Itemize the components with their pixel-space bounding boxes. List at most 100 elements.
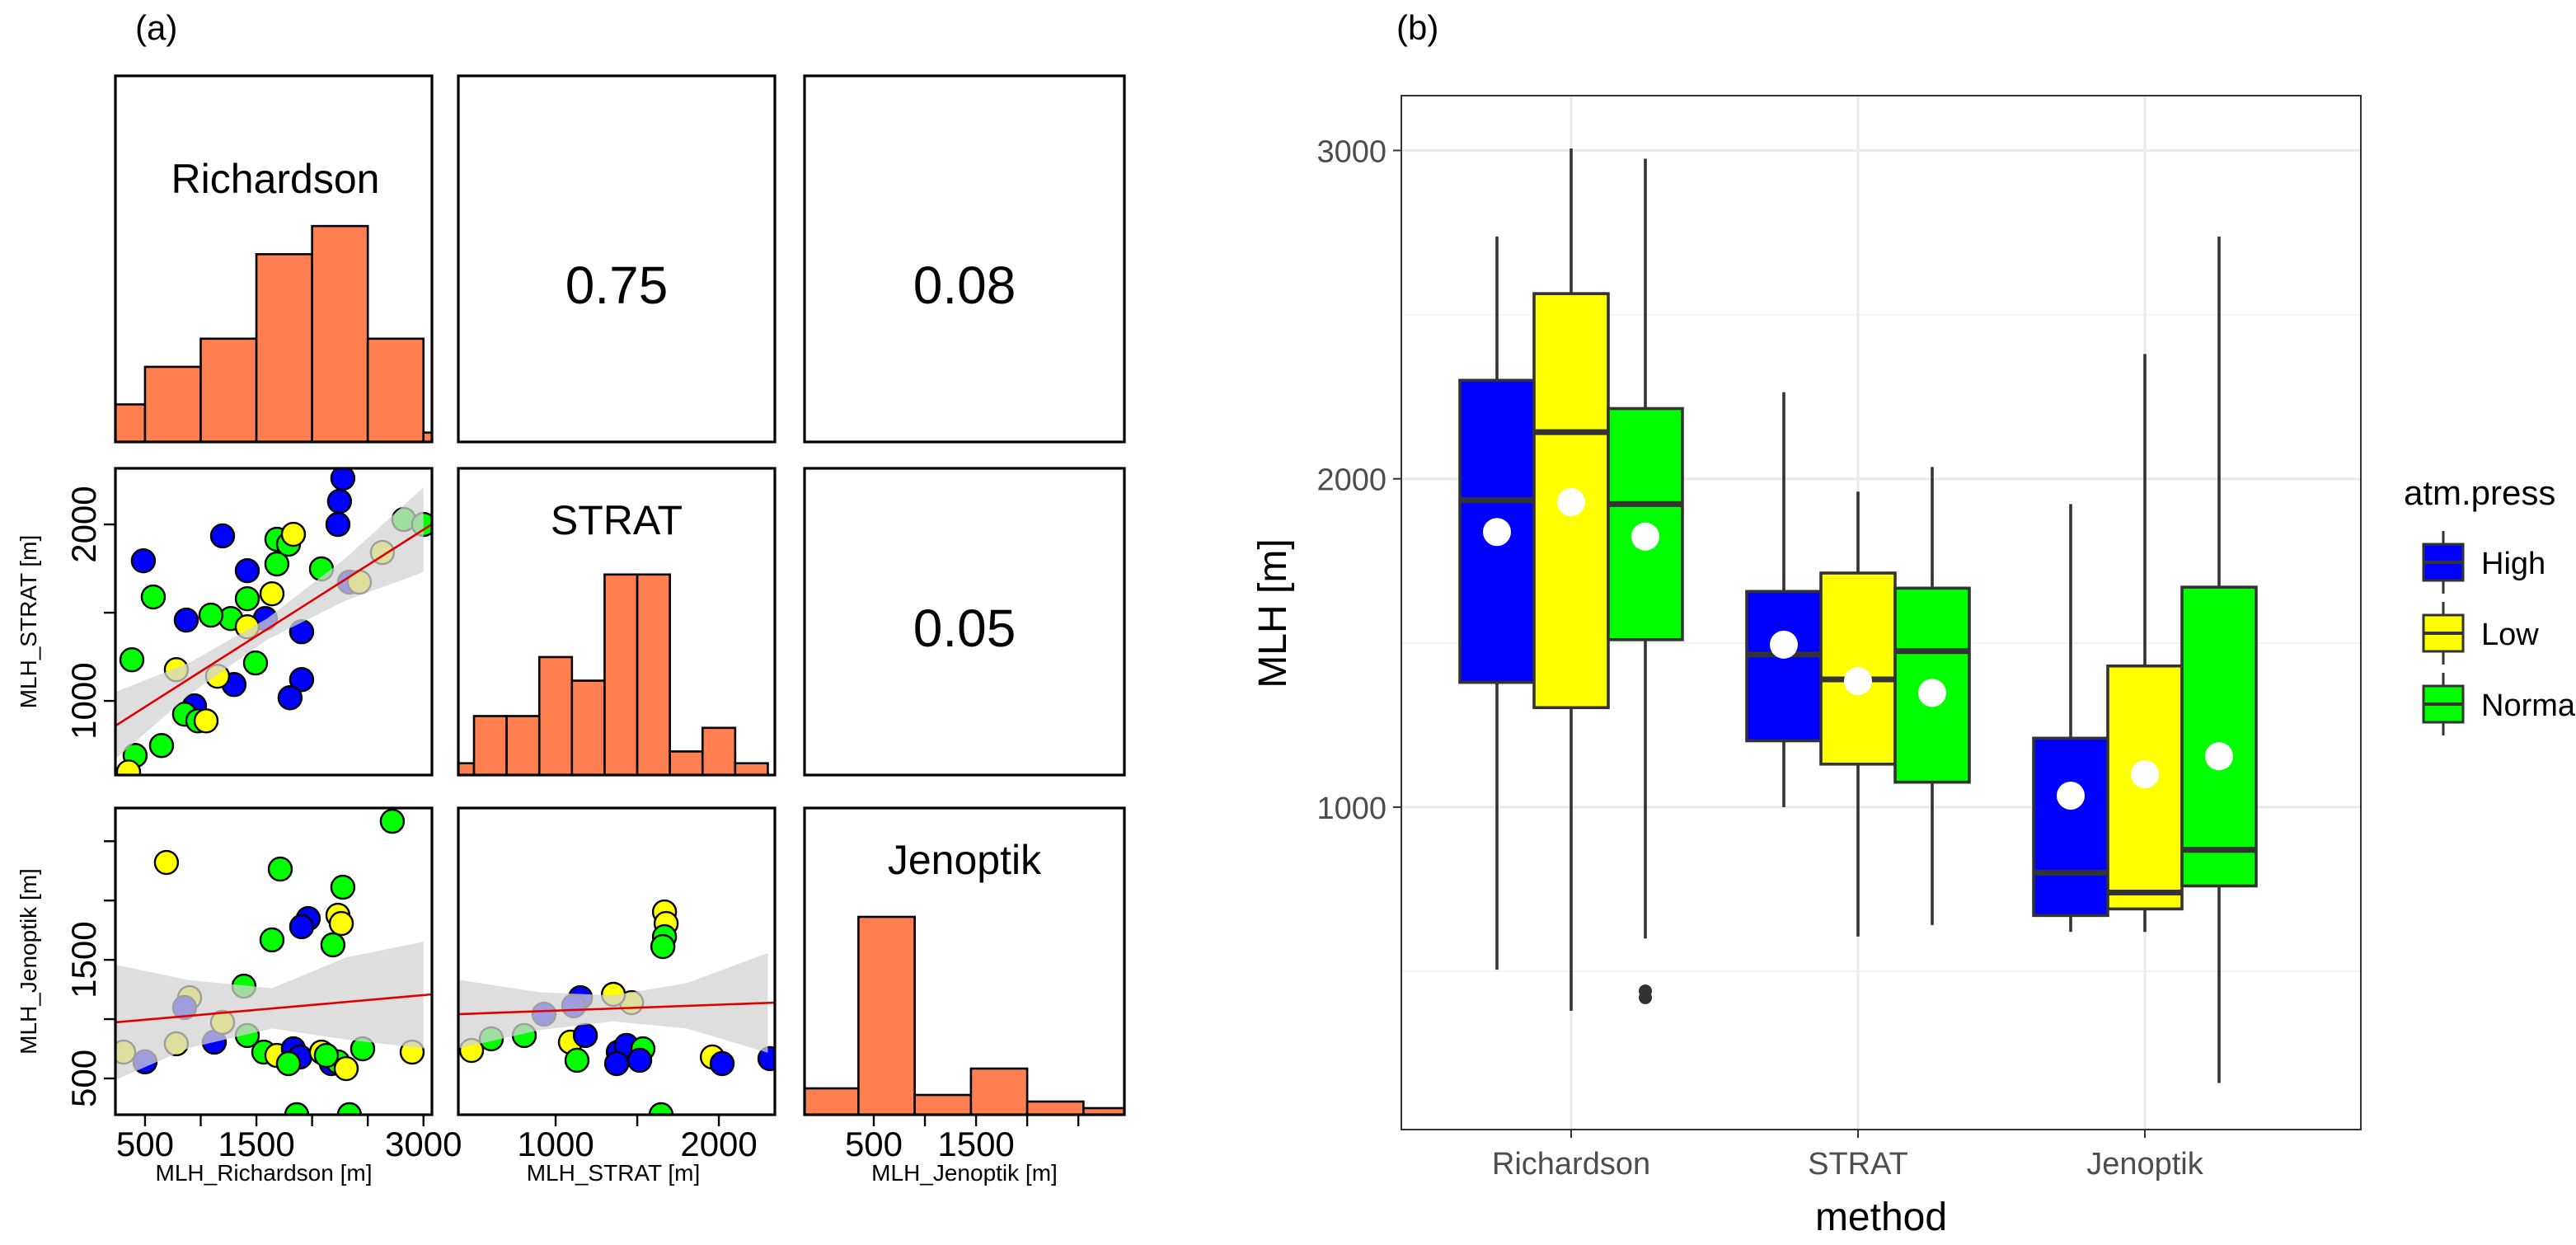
- legend-label: Low: [2481, 618, 2539, 652]
- histogram-bar: [366, 337, 425, 442]
- mean-marker: [2057, 782, 2085, 810]
- point-normal: [275, 1050, 302, 1077]
- histogram-richardson: [115, 224, 432, 442]
- point-low: [328, 910, 354, 937]
- panel-frame-2-0: [114, 806, 434, 1116]
- box-normal-richardson: [1607, 158, 1684, 1004]
- mean-marker: [2131, 760, 2159, 789]
- box-xlabel: method: [1815, 1196, 1947, 1239]
- point-high: [289, 914, 315, 940]
- box: [1745, 590, 1823, 743]
- scatterplot-matrix: 500 1500 3000 1000 2000 500 1500 1000 2000 500 150…: [64, 74, 1126, 1163]
- legend-entry-high: High: [2422, 531, 2546, 594]
- confidence-band: [115, 942, 424, 1080]
- point-high: [709, 1050, 735, 1077]
- point-normal: [330, 874, 356, 900]
- x-tick-label: Richardson: [1492, 1147, 1650, 1182]
- panel-label-b: (b): [1396, 8, 1438, 47]
- point-high: [626, 1047, 653, 1074]
- point-low: [259, 580, 285, 607]
- box-normal-jenoptik: [2180, 236, 2258, 1083]
- histogram-bar: [570, 679, 606, 775]
- histogram-bar: [422, 431, 432, 442]
- mean-marker: [1483, 518, 1511, 547]
- histogram-bar: [669, 750, 704, 775]
- x-tick-label: 1500: [218, 1125, 294, 1163]
- panel-frame-0-1: [457, 74, 777, 444]
- regression-line: [115, 523, 432, 727]
- histogram-bar: [857, 915, 916, 1115]
- legend-title: atm.press: [2404, 473, 2555, 512]
- diag-title-richardson: Richardson: [171, 156, 380, 202]
- histogram-bar: [143, 365, 202, 442]
- box-high-strat: [1745, 392, 1823, 807]
- point-normal: [259, 927, 285, 953]
- point-high: [277, 685, 303, 711]
- point-normal: [320, 932, 346, 958]
- point-normal: [648, 1102, 674, 1115]
- histogram-bar: [505, 715, 541, 775]
- panel-frame-1-1: [457, 467, 777, 777]
- legend: atm.press High Low Normal: [2404, 473, 2576, 735]
- panel-frame-2-1: [457, 806, 777, 1116]
- histogram-bar: [913, 1093, 973, 1115]
- panel-frame-1-2: [803, 467, 1126, 777]
- point-normal: [148, 733, 175, 759]
- point-normal: [119, 647, 145, 673]
- corr-richardson-strat: 0.75: [565, 256, 669, 315]
- point-high: [234, 557, 260, 584]
- mean-marker: [1770, 630, 1798, 659]
- y-tick-label: 500: [64, 1050, 103, 1107]
- point-normal: [242, 650, 269, 676]
- histogram-bar: [1082, 1106, 1124, 1115]
- point-normal: [336, 1102, 363, 1115]
- histogram-bar: [1025, 1100, 1085, 1115]
- histogram-strat: [458, 573, 769, 775]
- x-tick-label: 1500: [937, 1125, 1014, 1163]
- x-tick-label: 1000: [517, 1125, 594, 1163]
- mean-marker: [1918, 679, 1946, 707]
- point-normal: [650, 933, 676, 960]
- point-normal: [379, 808, 406, 834]
- point-normal: [564, 1047, 590, 1074]
- point-normal: [313, 1042, 340, 1069]
- x-tick-label: STRAT: [1808, 1147, 1908, 1182]
- box-low-jenoptik: [2106, 354, 2184, 933]
- point-high: [603, 1050, 630, 1077]
- regression-line: [115, 993, 432, 1024]
- histogram-bar: [199, 337, 258, 442]
- mean-marker: [2205, 742, 2233, 771]
- xlabel-jenoptik: MLH_Jenoptik [m]: [871, 1160, 1058, 1186]
- point-high: [326, 488, 353, 514]
- legend-entry-normal: Normal: [2422, 673, 2576, 735]
- ylabel-strat: MLH_STRAT [m]: [16, 535, 41, 709]
- histogram-bar: [255, 253, 313, 442]
- scatter-STRAT_vs_Jenoptik: [458, 899, 775, 1115]
- scatter-Richardson_vs_STRAT: [115, 468, 432, 775]
- panel-bg-1-2: [805, 468, 1124, 775]
- legend-entry-low: Low: [2422, 602, 2539, 665]
- point-high: [209, 523, 236, 549]
- point-high: [757, 1045, 775, 1072]
- legend-label: Normal: [2481, 688, 2576, 723]
- y-tick-label: 3000: [1316, 135, 1387, 170]
- xlabel-richardson: MLH_Richardson [m]: [156, 1160, 373, 1186]
- x-tick-label: 500: [845, 1125, 903, 1163]
- confidence-band: [115, 487, 424, 759]
- point-high: [572, 1022, 598, 1049]
- mean-marker: [1557, 487, 1585, 516]
- point-normal: [234, 585, 260, 612]
- x-tick-label: 2000: [680, 1125, 757, 1163]
- confidence-band: [458, 952, 768, 1053]
- histogram-bar: [969, 1067, 1029, 1115]
- point-low: [153, 849, 180, 876]
- diag-title-jenoptik: Jenoptik: [888, 837, 1042, 883]
- mean-marker: [1631, 522, 1659, 551]
- histogram-jenoptik: [805, 915, 1124, 1115]
- x-tick-label: 500: [116, 1125, 174, 1163]
- histogram-bar: [311, 224, 369, 442]
- corr-strat-jenoptik: 0.05: [913, 599, 1016, 658]
- outlier-point: [1639, 984, 1652, 998]
- y-tick-label: 1000: [1316, 792, 1387, 826]
- y-tick-label: 2000: [1316, 463, 1387, 498]
